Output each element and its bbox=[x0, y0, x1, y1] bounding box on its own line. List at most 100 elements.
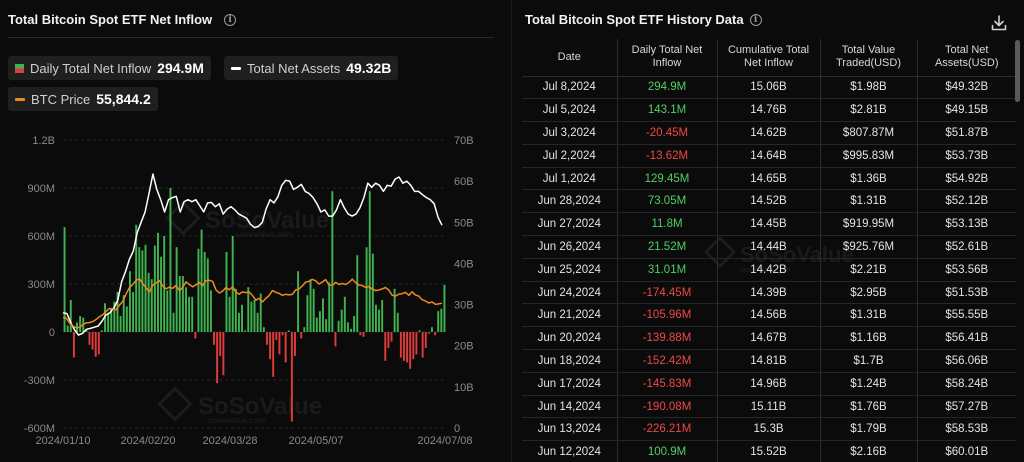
table-row[interactable]: Jun 18,2024 -152.42M 14.81B $1.7B $56.06B bbox=[522, 349, 1016, 373]
table-row[interactable]: Jun 20,2024 -139.88M 14.67B $1.16B $56.41B bbox=[522, 326, 1016, 351]
inflow-bar bbox=[362, 332, 365, 337]
inflow-bar bbox=[147, 272, 150, 332]
column-header-daily-inflow[interactable]: Daily Total Net Inflow bbox=[617, 39, 718, 77]
left-axis-tick-label: -300M bbox=[24, 375, 55, 387]
inflow-bar bbox=[203, 252, 206, 332]
table-row[interactable]: Jun 21,2024 -105.96M 14.56B $1.31B $55.55B bbox=[522, 303, 1016, 328]
right-axis-tick-label: 20B bbox=[454, 341, 474, 353]
table-row[interactable]: Jun 25,2024 31.01M 14.42B $2.21B $53.56B bbox=[522, 258, 1016, 282]
cell-net-assets: $54.92B bbox=[917, 167, 1016, 191]
cell-cumulative-inflow: 14.62B bbox=[717, 121, 821, 145]
cell-net-assets: $56.06B bbox=[917, 349, 1016, 373]
inflow-bar bbox=[222, 332, 225, 376]
inflow-bar bbox=[100, 330, 103, 332]
inflow-bar bbox=[247, 287, 250, 332]
inflow-bar bbox=[300, 332, 303, 339]
inflow-bar bbox=[374, 304, 377, 332]
table-row[interactable]: Jun 13,2024 -226.21M 15.3B $1.79B $58.53B bbox=[522, 417, 1016, 442]
inflow-bar bbox=[306, 295, 309, 332]
table-row[interactable]: Jul 1,2024 129.45M 14.65B $1.36B $54.92B bbox=[522, 167, 1016, 191]
inflow-bar bbox=[290, 332, 293, 422]
scrollbar[interactable] bbox=[1015, 40, 1020, 102]
inflow-bar bbox=[353, 316, 356, 332]
column-header-value-traded[interactable]: Total Value Traded(USD) bbox=[820, 39, 918, 77]
inflow-bar bbox=[97, 332, 100, 355]
net-assets-line bbox=[62, 173, 443, 336]
legend-assets-value: 49.32B bbox=[346, 60, 392, 76]
inflow-bar bbox=[94, 332, 97, 357]
inflow-bar bbox=[312, 288, 315, 332]
inflow-bar bbox=[424, 332, 427, 348]
table-row[interactable]: Jun 14,2024 -190.08M 15.11B $1.76B $57.27B bbox=[522, 395, 1016, 419]
cell-net-assets: $58.24B bbox=[917, 372, 1016, 396]
inflow-bar bbox=[365, 247, 368, 332]
left-axis-tick-label: 600M bbox=[27, 231, 55, 243]
table-row[interactable]: Jun 28,2024 73.05M 14.52B $1.31B $52.12B bbox=[522, 189, 1016, 214]
table-row[interactable]: Jul 3,2024 -20.45M 14.62B $807.87M $51.87B bbox=[522, 121, 1016, 145]
cell-daily-inflow: -174.45M bbox=[617, 281, 718, 305]
cell-net-assets: $60.01B bbox=[917, 440, 1016, 462]
cell-date: Jun 28,2024 bbox=[522, 189, 618, 214]
table-row[interactable]: Jul 2,2024 -13.62M 14.64B $995.83M $53.73B bbox=[522, 144, 1016, 168]
inflow-bar bbox=[443, 284, 446, 332]
cell-value-traded: $1.31B bbox=[820, 189, 918, 214]
cell-cumulative-inflow: 15.3B bbox=[717, 417, 821, 442]
cell-daily-inflow: 21.52M bbox=[617, 235, 718, 259]
info-icon[interactable]: i bbox=[749, 13, 762, 26]
inflow-bar bbox=[160, 256, 163, 332]
line-legend-icon bbox=[15, 97, 25, 101]
table-row[interactable]: Jun 27,2024 11.8M 14.45B $919.95M $53.13B bbox=[522, 212, 1016, 237]
table-row[interactable]: Jul 5,2024 143.1M 14.76B $2.81B $49.15B bbox=[522, 98, 1016, 123]
inflow-bar bbox=[107, 312, 110, 332]
info-icon[interactable]: i bbox=[224, 13, 237, 26]
table-row[interactable]: Jun 12,2024 100.9M 15.52B $2.16B $60.01B bbox=[522, 440, 1016, 462]
cell-net-assets: $51.53B bbox=[917, 281, 1016, 305]
download-icon[interactable] bbox=[990, 14, 1008, 32]
inflow-bar bbox=[119, 316, 122, 332]
watermark-url: sosovalue.com bbox=[235, 230, 293, 239]
inflow-bar bbox=[287, 330, 290, 332]
cell-cumulative-inflow: 14.56B bbox=[717, 303, 821, 328]
table-row[interactable]: Jul 8,2024 294.9M 15.06B $1.98B $49.32B bbox=[522, 76, 1016, 100]
cell-date: Jun 21,2024 bbox=[522, 303, 618, 328]
legend-daily-inflow[interactable]: Daily Total Net Inflow 294.9M bbox=[8, 56, 211, 80]
history-title: Total Bitcoin Spot ETF History Data i bbox=[525, 12, 762, 27]
inflow-bar bbox=[244, 330, 247, 332]
left-axis-tick-label: 1.2B bbox=[32, 135, 55, 147]
legend-net-assets[interactable]: Total Net Assets 49.32B bbox=[224, 56, 399, 80]
inflow-bar bbox=[322, 298, 324, 332]
inflow-bar bbox=[390, 332, 393, 342]
legend-daily-label: Daily Total Net Inflow bbox=[30, 60, 152, 76]
column-header-date[interactable]: Date bbox=[522, 39, 618, 77]
inflow-bar bbox=[219, 332, 222, 356]
inflow-bar bbox=[440, 308, 443, 332]
cell-net-assets: $53.13B bbox=[917, 212, 1016, 237]
cell-net-assets: $53.73B bbox=[917, 144, 1016, 168]
net-inflow-title: Total Bitcoin Spot ETF Net Inflow i bbox=[8, 12, 237, 27]
cell-cumulative-inflow: 14.76B bbox=[717, 98, 821, 123]
cell-daily-inflow: -145.83M bbox=[617, 372, 718, 396]
inflow-bar bbox=[315, 317, 318, 332]
cell-cumulative-inflow: 15.06B bbox=[717, 76, 821, 100]
table-row[interactable]: Jun 24,2024 -174.45M 14.39B $2.95B $51.53B bbox=[522, 281, 1016, 305]
table-row[interactable]: Jun 26,2024 21.52M 14.44B $925.76M $52.61B bbox=[522, 235, 1016, 259]
table-row[interactable]: Jun 17,2024 -145.83M 14.96B $1.24B $58.24B bbox=[522, 372, 1016, 396]
inflow-bar bbox=[318, 311, 321, 332]
watermark: SoSoValue sosovalue.com SoSoValue sosova… bbox=[157, 200, 329, 425]
cell-net-assets: $56.41B bbox=[917, 326, 1016, 351]
legend-btc-price[interactable]: BTC Price 55,844.2 bbox=[8, 87, 158, 111]
inflow-bar bbox=[434, 332, 437, 336]
inflow-bar bbox=[188, 296, 191, 332]
cell-daily-inflow: 143.1M bbox=[617, 98, 718, 123]
column-header-cumulative-inflow[interactable]: Cumulative Total Net Inflow bbox=[717, 39, 821, 77]
inflow-bar bbox=[175, 247, 178, 332]
x-axis-tick-label: 2024/02/20 bbox=[120, 435, 175, 447]
inflow-bar bbox=[387, 332, 390, 348]
net-inflow-chart[interactable]: SoSoValue sosovalue.com SoSoValue sosova… bbox=[0, 125, 500, 455]
table-header-row: Date Daily Total Net Inflow Cumulative To… bbox=[522, 39, 1016, 77]
column-header-net-assets[interactable]: Total Net Assets(USD) bbox=[917, 39, 1016, 77]
inflow-bar bbox=[437, 311, 440, 332]
inflow-bar bbox=[412, 332, 415, 360]
cell-value-traded: $925.76M bbox=[820, 235, 918, 259]
left-axis-tick-label: 300M bbox=[27, 279, 55, 291]
